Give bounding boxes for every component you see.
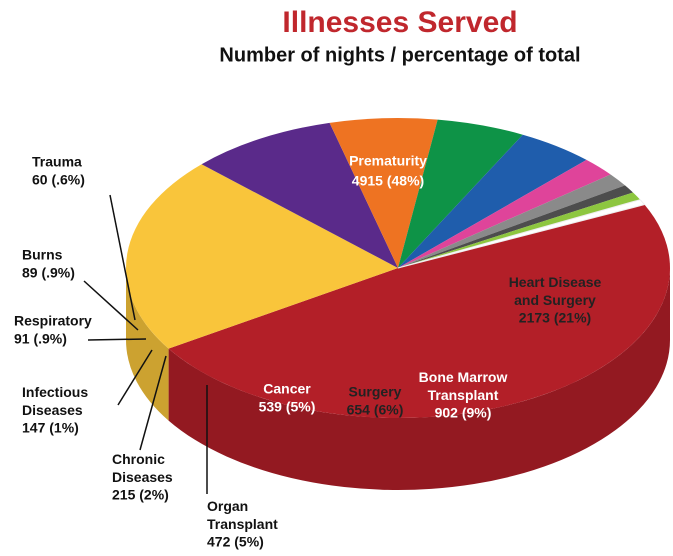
category-label: Heart Disease and Surgery xyxy=(509,274,602,308)
value-label: 472 (5%) xyxy=(207,534,264,550)
value-label: 4915 (48%) xyxy=(352,173,424,189)
leader-line xyxy=(117,349,153,406)
pie-slice xyxy=(201,122,398,268)
leader-line xyxy=(87,338,147,341)
leader-line xyxy=(139,355,167,451)
value-label: 215 (2%) xyxy=(112,487,169,503)
value-label: 902 (9%) xyxy=(435,405,492,421)
value-label: 2173 (21%) xyxy=(519,310,591,326)
pie-side xyxy=(168,268,670,490)
category-label: Chronic Diseases xyxy=(112,451,173,485)
pie-slice xyxy=(398,174,626,268)
value-label: 147 (1%) xyxy=(22,420,79,436)
category-label: Infectious Diseases xyxy=(22,384,88,418)
category-label: Burns xyxy=(22,247,63,263)
pie-slice xyxy=(398,192,641,268)
category-label: Trauma xyxy=(32,154,82,170)
leader-line xyxy=(109,194,136,321)
leader-line xyxy=(83,280,139,331)
chart-title: Illnesses Served xyxy=(282,6,517,39)
pie-slice xyxy=(398,134,587,268)
pie-slice xyxy=(398,119,523,269)
category-label: Bone Marrow Transplant xyxy=(419,369,508,403)
category-label: Cancer xyxy=(263,381,311,397)
labels: Prematurity 4915 (48%) Heart Disease and Su… xyxy=(14,153,602,550)
category-label: Prematurity xyxy=(349,153,427,169)
pie-slice xyxy=(168,204,671,419)
value-label: 654 (6%) xyxy=(347,402,404,418)
value-label: 91 (.9%) xyxy=(14,331,67,347)
pie-tops xyxy=(126,118,671,419)
pie-slice xyxy=(126,164,398,349)
category-label: Organ Transplant xyxy=(207,498,278,532)
value-label: 60 (.6%) xyxy=(32,172,85,188)
category-label: Surgery xyxy=(349,384,402,400)
pie-slice xyxy=(398,159,611,268)
value-label: 89 (.9%) xyxy=(22,265,75,281)
value-label: 539 (5%) xyxy=(259,399,316,415)
category-label: Respiratory xyxy=(14,313,92,329)
pie-slice xyxy=(329,118,438,268)
pie-slice xyxy=(397,199,646,269)
chart-subtitle: Number of nights / percentage of total xyxy=(219,44,580,66)
pie-slice xyxy=(398,185,634,268)
